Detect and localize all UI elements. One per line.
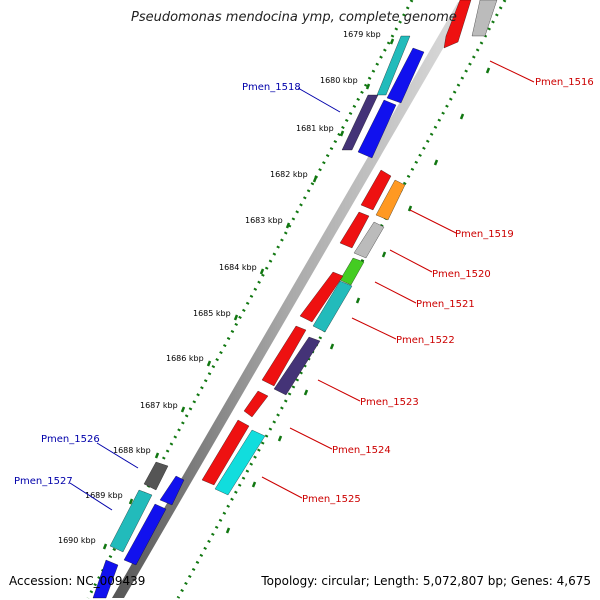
- gene-pmen-1523-a[interactable]: [261, 325, 307, 387]
- gene-pmen-1523[interactable]: [273, 336, 321, 396]
- tick-label-1689: 1689 kbp: [85, 491, 123, 500]
- tick-ring-inner: [86, 0, 414, 599]
- tick-label-1685: 1685 kbp: [193, 309, 231, 318]
- tick-ring-outer: [176, 0, 507, 599]
- gene-pmen-1521-a[interactable]: [299, 271, 344, 323]
- gene-pmen-1525-a[interactable]: [201, 419, 250, 486]
- gene-pmen-1527[interactable]: [109, 489, 153, 553]
- reverse-strand-genes: [341, 0, 472, 159]
- gene-label-pmen-1520[interactable]: Pmen_1520: [432, 269, 491, 280]
- gene-pmen-1527-b[interactable]: [123, 503, 167, 566]
- gene-pmen-1525[interactable]: [214, 429, 266, 496]
- page-title: Pseudomonas mendocina ymp, complete geno…: [131, 10, 457, 25]
- genome-summary-text: Topology: circular; Length: 5,072,807 bp…: [261, 574, 591, 588]
- tick-marks: [102, 38, 491, 550]
- tick-label-1680: 1680 kbp: [320, 76, 358, 85]
- tick-label-1681: 1681 kbp: [296, 124, 334, 133]
- gene-bottom[interactable]: [92, 559, 119, 599]
- tick-label-1679: 1679 kbp: [343, 30, 381, 39]
- gene-pmen-1522[interactable]: [312, 280, 353, 333]
- gene-pmen-1519-a[interactable]: [360, 169, 392, 211]
- gene-label-pmen-1522[interactable]: Pmen_1522: [396, 335, 455, 346]
- gene-pmen-1524[interactable]: [243, 390, 269, 418]
- gene-pmen-1518[interactable]: [341, 94, 379, 151]
- tick-label-1682: 1682 kbp: [270, 170, 308, 179]
- gene-pmen-1520[interactable]: [353, 221, 385, 259]
- gene-label-pmen-1525[interactable]: Pmen_1525: [302, 494, 361, 505]
- gene-pmen-1526-b[interactable]: [159, 475, 185, 506]
- gene-pmen-1516-left[interactable]: [443, 0, 472, 49]
- genome-backbone: [112, 2, 470, 598]
- gene-label-pmen-1516[interactable]: Pmen_1516: [535, 77, 594, 88]
- gene-label-pmen-1519[interactable]: Pmen_1519: [455, 229, 514, 240]
- tick-label-1690: 1690 kbp: [58, 536, 96, 545]
- gene-label-pmen-1521[interactable]: Pmen_1521: [416, 299, 475, 310]
- forward-strand-genes: [92, 0, 498, 599]
- accession-text: Accession: NC_009439: [9, 574, 146, 588]
- gene-blue-upper[interactable]: [386, 47, 425, 104]
- gene-label-pmen-1518[interactable]: Pmen_1518: [242, 82, 301, 93]
- gene-label-pmen-1524[interactable]: Pmen_1524: [332, 445, 391, 456]
- gene-label-pmen-1526[interactable]: Pmen_1526: [41, 434, 100, 445]
- gene-pmen-1516[interactable]: [471, 0, 498, 37]
- leader-lines: [69, 60, 535, 511]
- gene-pmen-1526[interactable]: [143, 461, 169, 491]
- gene-pmen-1520-a[interactable]: [339, 211, 370, 249]
- gene-pmen-1517[interactable]: [376, 35, 411, 96]
- tick-label-1687: 1687 kbp: [140, 401, 178, 410]
- gene-pmen-1521[interactable]: [339, 257, 365, 286]
- gene-pmen-1518b[interactable]: [357, 99, 397, 159]
- tick-label-1683: 1683 kbp: [245, 216, 283, 225]
- gene-pmen-1519[interactable]: [375, 179, 406, 221]
- tick-label-1686: 1686 kbp: [166, 354, 204, 363]
- gene-label-pmen-1527[interactable]: Pmen_1527: [14, 476, 73, 487]
- gene-label-pmen-1523[interactable]: Pmen_1523: [360, 397, 419, 408]
- tick-label-1684: 1684 kbp: [219, 263, 257, 272]
- tick-label-1688: 1688 kbp: [113, 446, 151, 455]
